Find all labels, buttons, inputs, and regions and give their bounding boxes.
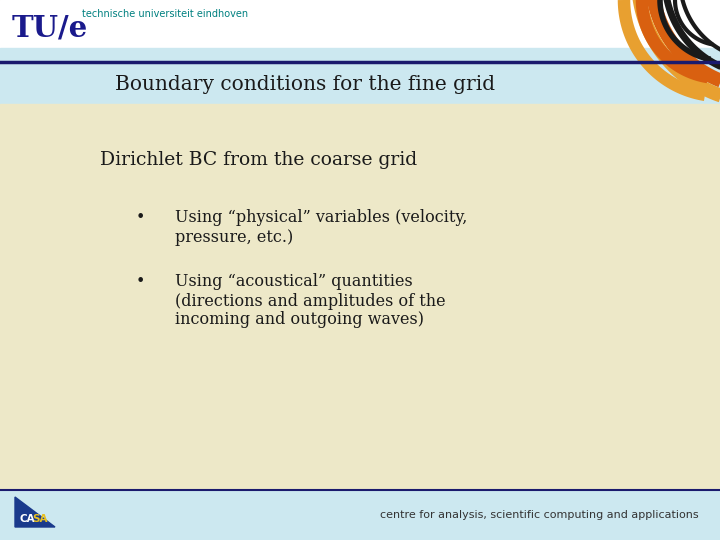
Text: Using “acoustical” quantities: Using “acoustical” quantities: [175, 273, 413, 291]
Bar: [0, 62, 720, 104]
Text: SA: SA: [32, 514, 48, 524]
Text: TU/e: TU/e: [12, 14, 89, 43]
Bar: [0, 490, 720, 540]
Text: CA: CA: [19, 514, 35, 524]
Text: technische universiteit eindhoven: technische universiteit eindhoven: [82, 9, 248, 19]
Bar: [0, 48, 720, 62]
Text: •: •: [135, 274, 145, 289]
Text: •: •: [135, 211, 145, 226]
Bar: [0, 0, 720, 48]
Text: (directions and amplitudes of the: (directions and amplitudes of the: [175, 293, 446, 309]
Polygon shape: [15, 497, 55, 527]
Text: incoming and outgoing waves): incoming and outgoing waves): [175, 312, 424, 328]
Bar: [0, 104, 720, 490]
Text: Boundary conditions for the fine grid: Boundary conditions for the fine grid: [115, 75, 495, 93]
Text: centre for analysis, scientific computing and applications: centre for analysis, scientific computin…: [380, 510, 698, 520]
Text: Using “physical” variables (velocity,: Using “physical” variables (velocity,: [175, 210, 467, 226]
Text: pressure, etc.): pressure, etc.): [175, 228, 293, 246]
Text: Dirichlet BC from the coarse grid: Dirichlet BC from the coarse grid: [100, 151, 417, 169]
